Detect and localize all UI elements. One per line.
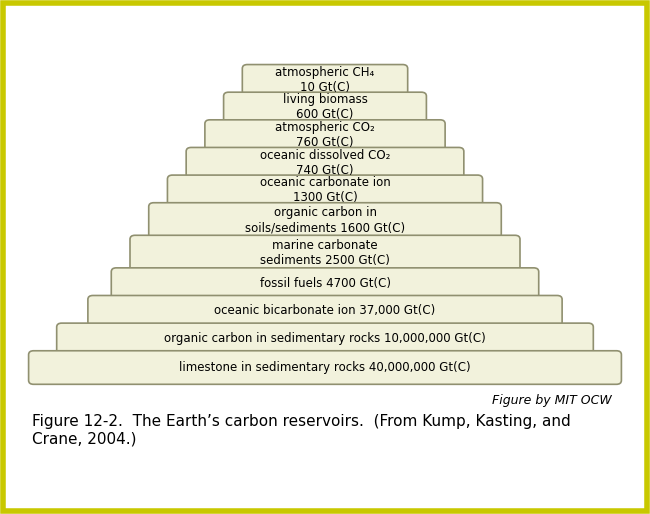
Text: oceanic carbonate ion
1300 Gt(C): oceanic carbonate ion 1300 Gt(C) <box>259 176 391 205</box>
FancyBboxPatch shape <box>57 323 593 354</box>
FancyBboxPatch shape <box>149 203 501 238</box>
Text: oceanic dissolved CO₂
740 Gt(C): oceanic dissolved CO₂ 740 Gt(C) <box>260 149 390 177</box>
Text: marine carbonate
sediments 2500 Gt(C): marine carbonate sediments 2500 Gt(C) <box>260 239 390 267</box>
FancyBboxPatch shape <box>88 296 562 326</box>
Text: Figure by MIT OCW: Figure by MIT OCW <box>492 394 612 407</box>
Text: oceanic bicarbonate ion 37,000 Gt(C): oceanic bicarbonate ion 37,000 Gt(C) <box>214 304 436 317</box>
Text: living biomass
600 Gt(C): living biomass 600 Gt(C) <box>283 94 367 121</box>
Text: atmospheric CH₄
10 Gt(C): atmospheric CH₄ 10 Gt(C) <box>276 66 374 94</box>
Text: organic carbon in sedimentary rocks 10,000,000 Gt(C): organic carbon in sedimentary rocks 10,0… <box>164 332 486 345</box>
FancyBboxPatch shape <box>130 235 520 271</box>
FancyBboxPatch shape <box>242 65 408 95</box>
Text: Figure 12-2.  The Earth’s carbon reservoirs.  (From Kump, Kasting, and
Crane, 20: Figure 12-2. The Earth’s carbon reservoi… <box>32 414 571 446</box>
FancyBboxPatch shape <box>205 120 445 151</box>
Text: fossil fuels 4700 Gt(C): fossil fuels 4700 Gt(C) <box>259 277 391 290</box>
FancyBboxPatch shape <box>168 175 482 206</box>
Text: organic carbon in
soils/sediments 1600 Gt(C): organic carbon in soils/sediments 1600 G… <box>245 207 405 234</box>
FancyBboxPatch shape <box>224 92 426 123</box>
Text: limestone in sedimentary rocks 40,000,000 Gt(C): limestone in sedimentary rocks 40,000,00… <box>179 361 471 374</box>
FancyBboxPatch shape <box>111 268 539 299</box>
FancyBboxPatch shape <box>186 148 464 178</box>
Text: atmospheric CO₂
760 Gt(C): atmospheric CO₂ 760 Gt(C) <box>275 121 375 149</box>
FancyBboxPatch shape <box>29 351 621 384</box>
